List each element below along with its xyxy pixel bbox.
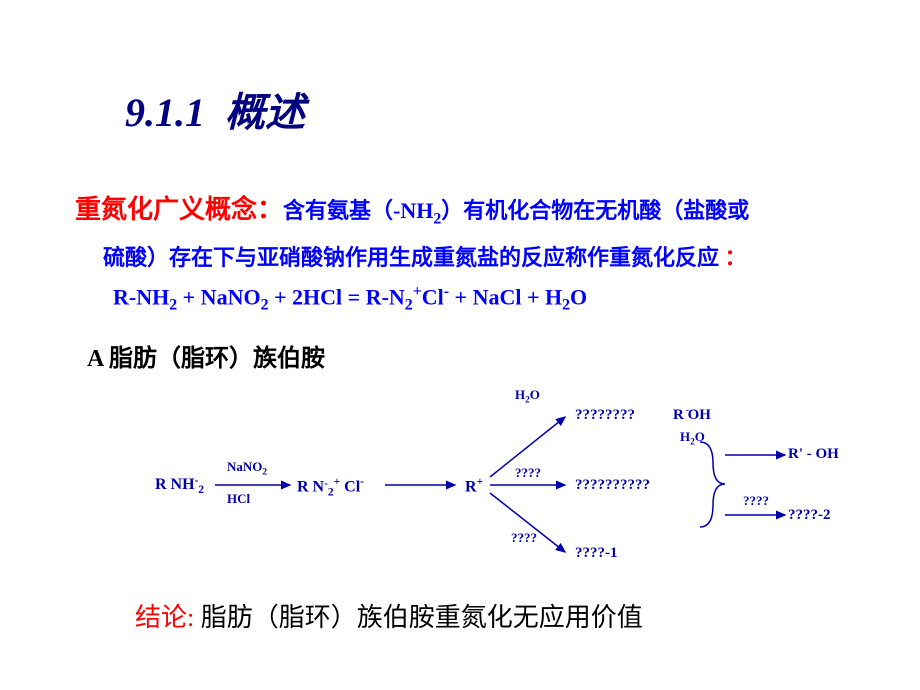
- concept-body-2: 硫酸）存在下与亚硝酸钠作用生成重氮盐的反应称作重氮化反应: [103, 245, 719, 270]
- eq-sub3: 2: [405, 296, 413, 313]
- node-qr2: ????-2: [788, 507, 831, 524]
- roh-dash: -: [686, 405, 689, 415]
- nano2-sub: 2: [262, 468, 267, 478]
- node-q1: ????????: [575, 407, 635, 424]
- rn2-sub: 2: [328, 487, 334, 499]
- reaction-diagram: R NH-2 NaNO2 HCl R N-2+ Cl- R+ H2O ?????…: [85, 387, 855, 577]
- conclusion-body: 脂肪（脂环）族伯胺重氮化无应用价值: [194, 603, 643, 632]
- concept-body-1b: ）有机化合物在无机酸（盐酸或: [441, 198, 749, 223]
- rplus-sup: +: [477, 476, 484, 488]
- cl-sup: -: [360, 476, 364, 488]
- rplus-text: R: [465, 479, 477, 496]
- node-rnh2: R NH-2: [155, 476, 204, 496]
- conclusion: 结论: 脂肪（脂环）族伯胺重氮化无应用价值: [135, 597, 845, 634]
- concept-line-1: 重氮化广义概念：含有氨基（-NH2）有机化合物在无机酸（盐酸或: [75, 188, 845, 233]
- h2o-top-o: O: [530, 387, 540, 402]
- node-h2o-top: H2O: [515, 387, 540, 406]
- eq-p6: O: [570, 284, 587, 309]
- roh-text: R OH: [673, 407, 711, 423]
- rn2-dash: -: [324, 478, 328, 490]
- eq-p2: + NaNO: [177, 284, 260, 309]
- node-qr1: ????: [743, 493, 769, 509]
- section-title: 9.1.1 概述: [125, 80, 845, 138]
- eq-sup1: +: [413, 283, 422, 300]
- equation: R-NH2 + NaNO2 + 2HCl = R-N2+Cl- + NaCl +…: [113, 283, 845, 315]
- rnh2-dash: -: [195, 475, 199, 487]
- rn2-text: R N: [297, 479, 324, 496]
- eq-sub1: 2: [169, 296, 177, 313]
- eq-p4: Cl: [422, 284, 444, 309]
- node-rpoh: R' - OH: [788, 446, 839, 463]
- node-roh: R OH -: [673, 407, 711, 424]
- concept-body-1a: 含有氨基（-NH: [283, 198, 433, 223]
- eq-p3: + 2HCl = R-N: [269, 284, 405, 309]
- concept-colon: ：: [725, 245, 747, 270]
- h2o-top-h: H: [515, 387, 525, 402]
- eq-sub2: 2: [261, 296, 269, 313]
- conclusion-label: 结论:: [135, 603, 194, 632]
- node-rn2cl: R N-2+ Cl-: [297, 476, 364, 499]
- node-nano2: NaNO2: [227, 459, 267, 478]
- eq-p5: + NaCl + H: [449, 284, 562, 309]
- node-rplus: R+: [465, 476, 483, 496]
- node-qmid2: ??????????: [575, 477, 650, 494]
- concept-label: 重氮化广义概念：: [75, 195, 283, 224]
- node-qbot1: ????: [511, 530, 537, 546]
- concept-line-2: 硫酸）存在下与亚硝酸钠作用生成重氮盐的反应称作重氮化反应 ：: [103, 239, 845, 276]
- cl-text: Cl: [340, 479, 360, 496]
- h2o-r-o: O: [695, 429, 705, 444]
- slide: 9.1.1 概述 重氮化广义概念：含有氨基（-NH2）有机化合物在无机酸（盐酸或…: [0, 0, 920, 690]
- eq-p1: R-NH: [113, 284, 169, 309]
- node-hcl: HCl: [227, 491, 250, 507]
- eq-sub4: 2: [562, 296, 570, 313]
- node-h2o-right: H2O: [680, 429, 705, 448]
- title-number: 9.1.1: [125, 90, 205, 135]
- h2o-r-h: H: [680, 429, 690, 444]
- node-qmid1: ????: [515, 465, 541, 481]
- rnh2-sub: 2: [198, 485, 204, 497]
- title-text: 概述: [225, 90, 305, 135]
- section-a-heading: A 脂肪（脂环）族伯胺: [87, 338, 845, 373]
- node-qbot2: ????-1: [575, 545, 618, 562]
- rnh2-text: R NH: [155, 476, 195, 493]
- nano2-text: NaNO: [227, 459, 262, 474]
